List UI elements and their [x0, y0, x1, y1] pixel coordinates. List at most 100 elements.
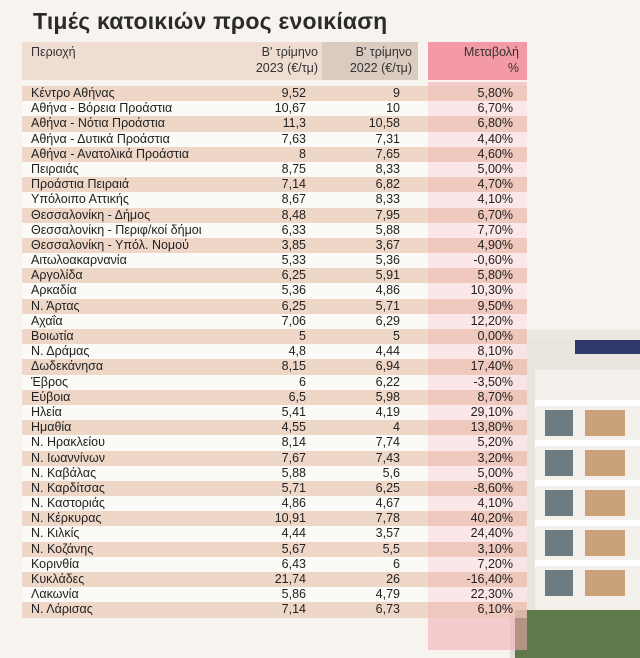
region-cell: Ηλεία — [31, 404, 62, 419]
q2022-cell: 4 — [393, 420, 400, 435]
change-cell: 6,80% — [477, 116, 513, 131]
table-row: Υπόλοιπο Αττικής 8,67 8,33 4,10% — [22, 192, 527, 208]
q2022-cell: 5,98 — [375, 389, 400, 404]
region-cell: Εύβοια — [31, 389, 71, 404]
q2023-cell: 5,36 — [281, 283, 306, 298]
change-cell: 5,00% — [477, 465, 513, 480]
table-header: Περιοχή Β' τρίμηνο 2023 (€/τμ) Β' τρίμην… — [22, 42, 527, 82]
table-row: Αθήνα - Ανατολικά Προάστια 8 7,65 4,60% — [22, 146, 527, 162]
table-row: Πειραιάς 8,75 8,33 5,00% — [22, 161, 527, 178]
change-cell: 40,20% — [470, 511, 513, 526]
q2023-cell: 8,48 — [281, 207, 306, 222]
q2022-cell: 7,65 — [375, 146, 400, 161]
table-row: Κορινθία 6,43 6 7,20% — [22, 556, 527, 572]
change-cell: 7,70% — [477, 222, 513, 237]
change-cell: 4,10% — [477, 192, 513, 207]
table-row: Ν. Καβάλας 5,88 5,6 5,00% — [22, 465, 527, 481]
table-row: Αθήνα - Νότια Προάστια 11,3 10,58 6,80% — [22, 116, 527, 132]
q2022-cell: 3,57 — [375, 526, 400, 541]
q2022-cell: 5,6 — [382, 465, 400, 480]
q2023-cell: 7,06 — [281, 313, 306, 328]
q2023-cell: 5,71 — [281, 480, 306, 495]
table-row: Ν. Ιωαννίνων 7,67 7,43 3,20% — [22, 450, 527, 466]
q2022-cell: 7,43 — [375, 450, 400, 465]
page-title: Τιμές κατοικιών προς ενοικίαση — [33, 8, 388, 34]
region-cell: Θεσσαλονίκη - Υπόλ. Νομού — [31, 237, 189, 252]
region-cell: Θεσσαλονίκη - Δήμος — [31, 207, 151, 222]
table-row: Ν. Λάρισας 7,14 6,73 6,10% — [22, 602, 527, 618]
table-row: Αθήνα - Δυτικά Προάστια 7,63 7,31 4,40% — [22, 131, 527, 147]
q2023-cell: 5,88 — [281, 465, 306, 480]
q2022-cell: 5,88 — [375, 222, 400, 237]
region-cell: Ν. Ηρακλείου — [31, 435, 105, 450]
q2023-cell: 7,67 — [281, 450, 306, 465]
q2022-cell: 5,36 — [375, 253, 400, 268]
region-cell: Ν. Καβάλας — [31, 465, 97, 480]
region-cell: Πειραιάς — [31, 161, 79, 176]
q2023-cell: 8,75 — [281, 161, 306, 176]
q2023-cell: 21,74 — [274, 572, 306, 586]
table-row: Βοιωτία 5 5 0,00% — [22, 329, 527, 345]
q2022-cell: 5,71 — [375, 298, 400, 313]
change-cell: 8,10% — [477, 344, 513, 359]
region-cell: Κυκλάδες — [31, 572, 85, 586]
q2022-cell: 6,82 — [375, 177, 400, 192]
table-row: Ν. Ηρακλείου 8,14 7,74 5,20% — [22, 435, 527, 451]
change-cell: -3,50% — [473, 374, 513, 389]
change-cell: 0,00% — [477, 329, 513, 343]
table-row: Προάστια Πειραιά 7,14 6,82 4,70% — [22, 177, 527, 193]
change-cell: 6,70% — [477, 101, 513, 116]
table-row: Έβρος 6 6,22 -3,50% — [22, 374, 527, 390]
table-row: Ν. Κιλκίς 4,44 3,57 24,40% — [22, 526, 527, 542]
region-cell: Ν. Καρδίτσας — [31, 480, 105, 495]
q2023-cell: 5,41 — [281, 404, 306, 419]
building-illustration — [515, 340, 640, 658]
table-row: Κέντρο Αθήνας 9,52 9 5,80% — [22, 86, 527, 102]
table-row: Ν. Κέρκυρας 10,91 7,78 40,20% — [22, 511, 527, 527]
change-cell: 4,10% — [477, 496, 513, 511]
q2022-cell: 4,79 — [375, 587, 400, 602]
region-cell: Αθήνα - Βόρεια Προάστια — [31, 101, 173, 116]
table-body: Κέντρο Αθήνας 9,52 9 5,80% Αθήνα - Βόρεια Πρ… — [22, 86, 527, 618]
q2022-cell: 7,31 — [375, 131, 400, 146]
region-cell: Ν. Δράμας — [31, 344, 90, 359]
change-cell: 3,10% — [477, 541, 513, 556]
q2022-cell: 5 — [393, 329, 400, 343]
table-row: Ημαθία 4,55 4 13,80% — [22, 420, 527, 436]
change-cell: 3,20% — [477, 450, 513, 465]
q2022-cell: 7,74 — [375, 435, 400, 450]
change-cell: 12,20% — [470, 313, 513, 328]
q2022-cell: 6,25 — [375, 480, 400, 495]
q2023-cell: 10,91 — [274, 511, 306, 526]
region-cell: Αρκαδία — [31, 283, 77, 298]
region-cell: Ν. Άρτας — [31, 298, 80, 313]
q2022-cell: 6,73 — [375, 602, 400, 617]
table-row: Ν. Άρτας 6,25 5,71 9,50% — [22, 298, 527, 314]
q2023-cell: 4,44 — [281, 526, 306, 541]
region-cell: Αιτωλοακαρνανία — [31, 253, 127, 268]
table-row: Ηλεία 5,41 4,19 29,10% — [22, 404, 527, 421]
q2022-cell: 6 — [393, 556, 400, 571]
q2023-cell: 11,3 — [282, 116, 306, 131]
q2023-cell: 4,86 — [281, 496, 306, 511]
q2022-cell: 26 — [386, 572, 400, 586]
change-cell: 13,80% — [470, 420, 513, 435]
region-cell: Ημαθία — [31, 420, 72, 435]
q2022-cell: 6,94 — [375, 359, 400, 374]
table-row: Θεσσαλονίκη - Δήμος 8,48 7,95 6,70% — [22, 207, 527, 223]
region-cell: Αθήνα - Δυτικά Προάστια — [31, 131, 170, 146]
region-cell: Ν. Κοζάνης — [31, 541, 94, 556]
q2023-cell: 5 — [299, 329, 306, 343]
q2022-cell: 10,58 — [368, 116, 400, 131]
table-row: Θεσσαλονίκη - Περιφ/κοί δήμοι 6,33 5,88 7,7… — [22, 222, 527, 238]
q2023-cell: 6,25 — [281, 298, 306, 313]
region-cell: Βοιωτία — [31, 329, 74, 343]
table-row: Αργολίδα 6,25 5,91 5,80% — [22, 268, 527, 284]
table-row: Εύβοια 6,5 5,98 8,70% — [22, 389, 527, 405]
change-cell: 5,20% — [477, 435, 513, 450]
q2023-cell: 6,43 — [281, 556, 306, 571]
table-row: Δωδεκάνησα 8,15 6,94 17,40% — [22, 359, 527, 375]
change-cell: 5,80% — [477, 86, 513, 100]
q2023-cell: 8,15 — [281, 359, 306, 374]
q2023-cell: 8,14 — [281, 435, 306, 450]
